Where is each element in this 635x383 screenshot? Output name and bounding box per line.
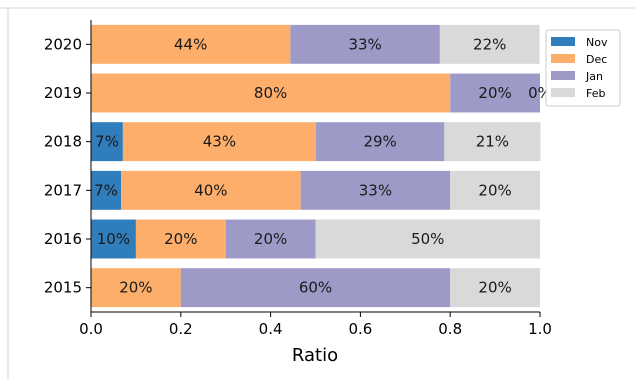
y-tick-label-2020: 2020	[44, 35, 82, 53]
axes-layer: 2015 2016 2017 2018 2019 2020 0.0 0.2 0.4 0.6 0.8 1…	[44, 20, 552, 338]
bar-2018-dec	[122, 122, 316, 162]
bar-2015-jan	[180, 268, 451, 308]
segment-label-2016-feb: 50%	[411, 230, 444, 248]
legend-label-nov: Nov	[586, 36, 608, 49]
bar-2020-feb	[439, 24, 540, 64]
y-tick-label-2015: 2015	[44, 279, 82, 297]
segment-label-2020-jan: 33%	[348, 35, 381, 53]
bar-2018-jan	[315, 122, 445, 162]
segment-labels-layer: 20% 60% 20% 10% 20% 20% 50% 7% 40% 33% 20% 7% 43% 29%…	[94, 35, 552, 296]
x-tick-label-2: 0.4	[259, 320, 283, 338]
bar-2020-dec	[91, 24, 291, 64]
legend-label-dec: Dec	[586, 53, 607, 66]
bar-2017-dec	[121, 170, 301, 210]
legend-swatch-nov	[551, 37, 575, 46]
segment-label-2020-feb: 22%	[473, 35, 506, 53]
legend: Nov Dec Jan Feb	[545, 29, 621, 107]
bars-layer	[91, 24, 541, 308]
bar-2018-feb	[444, 122, 541, 162]
legend-swatch-dec	[551, 54, 575, 63]
segment-label-2018-dec: 43%	[203, 133, 236, 151]
segment-label-2018-feb: 21%	[476, 133, 509, 151]
bar-2016-dec	[135, 219, 226, 259]
legend-box	[545, 29, 621, 107]
y-tick-label-2018: 2018	[44, 133, 82, 151]
x-axis-label: Ratio	[292, 345, 338, 366]
segment-label-2019-dec: 80%	[254, 84, 287, 102]
segment-label-2015-dec: 20%	[119, 279, 152, 297]
legend-swatch-jan	[551, 71, 575, 80]
bar-2015-dec	[91, 268, 181, 308]
x-tick-label-4: 0.8	[438, 320, 462, 338]
y-tick-label-2017: 2017	[44, 181, 82, 199]
segment-label-2016-jan: 20%	[254, 230, 287, 248]
bar-2016-nov	[91, 219, 136, 259]
bar-2016-feb	[315, 219, 540, 259]
segment-label-2015-feb: 20%	[478, 279, 511, 297]
legend-label-jan: Jan	[585, 70, 603, 83]
y-tick-label-2016: 2016	[44, 230, 82, 248]
segment-label-2015-jan: 60%	[299, 279, 332, 297]
bar-2017-jan	[300, 170, 451, 210]
segment-label-2016-nov: 10%	[97, 230, 130, 248]
x-tick-label-0: 0.0	[79, 320, 103, 338]
y-tick-label-2019: 2019	[44, 84, 82, 102]
segment-label-2017-dec: 40%	[194, 181, 227, 199]
bar-2017-nov	[91, 170, 122, 210]
x-tick-label-3: 0.6	[348, 320, 372, 338]
bar-2016-jan	[225, 219, 316, 259]
bar-2019-dec	[91, 73, 451, 113]
segment-label-2018-nov: 7%	[95, 133, 119, 151]
x-tick-label-1: 0.2	[169, 320, 193, 338]
segment-label-2017-nov: 7%	[94, 181, 118, 199]
bar-2017-feb	[450, 170, 540, 210]
legend-swatch-feb	[551, 88, 575, 97]
segment-label-2020-dec: 44%	[174, 35, 207, 53]
x-tick-label-5: 1.0	[528, 320, 552, 338]
bar-2019-jan	[450, 73, 540, 113]
segment-label-2019-jan: 20%	[478, 84, 511, 102]
bar-2015-feb	[450, 268, 540, 308]
segment-label-2017-jan: 33%	[359, 181, 392, 199]
segment-label-2017-feb: 20%	[478, 181, 511, 199]
bar-2020-jan	[290, 24, 440, 64]
segment-label-2018-jan: 29%	[363, 133, 396, 151]
bar-2018-nov	[91, 122, 123, 162]
legend-label-feb: Feb	[586, 87, 605, 100]
segment-label-2016-dec: 20%	[164, 230, 197, 248]
